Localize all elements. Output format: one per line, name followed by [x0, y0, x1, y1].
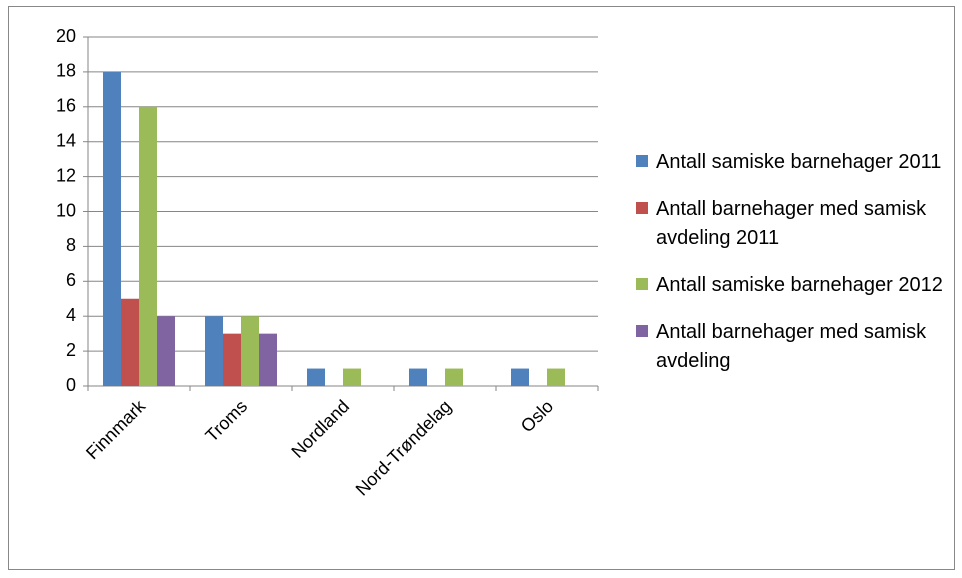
bar [241, 316, 259, 386]
bar [259, 333, 277, 386]
y-tick-label: 12 [56, 165, 76, 185]
y-tick-label: 20 [56, 26, 76, 46]
y-tick-label: 0 [66, 375, 76, 395]
bar [157, 316, 175, 386]
legend-entry: Antall barnehager med samisk avdeling 20… [636, 195, 956, 253]
bar [409, 368, 427, 386]
bar [205, 316, 223, 386]
legend-swatch [636, 325, 648, 337]
chart-frame [8, 6, 955, 570]
bar [547, 368, 565, 386]
legend-entry: Antall samiske barnehager 2012 [636, 271, 956, 300]
legend-label: Antall samiske barnehager 2011 [656, 151, 942, 173]
x-tick-label: Nord-Trøndelag [352, 396, 456, 500]
bar [343, 368, 361, 386]
y-tick-label: 18 [56, 61, 76, 81]
x-tick-label: Nordland [287, 396, 353, 462]
legend-swatch [636, 155, 648, 167]
bar [307, 368, 325, 386]
legend-label: Antall barnehager med samisk avdeling 20… [656, 198, 927, 249]
y-tick-label: 14 [56, 130, 76, 150]
legend-label: Antall samiske barnehager 2012 [656, 274, 943, 296]
legend-swatch [636, 278, 648, 290]
x-tick-label: Finnmark [82, 395, 150, 463]
y-tick-label: 8 [66, 235, 76, 255]
bar [445, 368, 463, 386]
legend-label: Antall barnehager med samisk avdeling [656, 321, 927, 372]
y-tick-label: 4 [66, 305, 76, 325]
y-tick-label: 10 [56, 200, 76, 220]
bar [103, 71, 121, 387]
legend-swatch [636, 202, 648, 214]
y-tick-label: 6 [66, 270, 76, 290]
legend: Antall samiske barnehager 2011 Antall bar… [636, 148, 956, 394]
x-tick-label: Troms [201, 396, 251, 446]
legend-entry: Antall samiske barnehager 2011 [636, 148, 956, 177]
bar [121, 298, 139, 386]
bar [511, 368, 529, 386]
x-tick-label: Oslo [517, 396, 557, 436]
bar [139, 106, 157, 387]
legend-entry: Antall barnehager med samisk avdeling [636, 318, 956, 376]
y-tick-label: 2 [66, 340, 76, 360]
bar [223, 333, 241, 386]
y-tick-label: 16 [56, 96, 76, 116]
